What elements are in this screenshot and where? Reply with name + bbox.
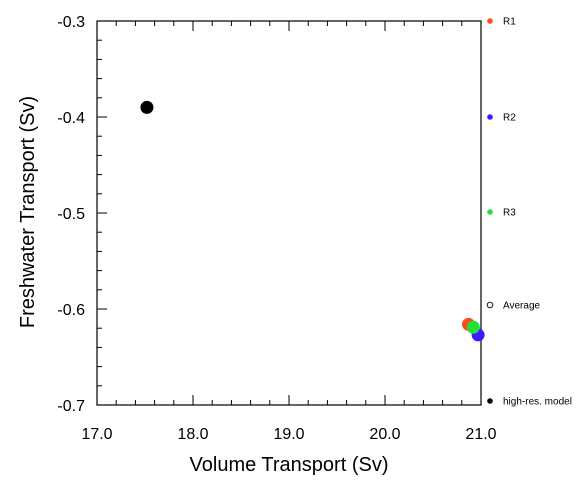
x-tick-label: 17.0 xyxy=(81,426,112,443)
legend-label-r2: R2 xyxy=(503,113,516,124)
y-axis-title: Freshwater Transport (Sv) xyxy=(17,96,39,328)
legend-label-average: Average xyxy=(503,301,541,312)
x-tick-label: 21.0 xyxy=(465,426,496,443)
x-tick-label: 20.0 xyxy=(369,426,400,443)
legend-marker-high-res-model xyxy=(487,398,493,404)
y-tick-label: -0.5 xyxy=(57,206,85,223)
plot-frame xyxy=(96,20,482,406)
x-tick-label: 19.0 xyxy=(273,426,304,443)
x-axis-title: Volume Transport (Sv) xyxy=(190,454,389,476)
y-tick-label: -0.3 xyxy=(57,14,85,31)
data-point-r3 xyxy=(466,320,480,334)
legend-marker-average xyxy=(486,301,494,309)
legend-marker-r1 xyxy=(487,18,493,24)
y-tick-label: -0.7 xyxy=(57,398,85,415)
legend-label-r3: R3 xyxy=(503,208,516,219)
legend: R1 R2 R3 Average high-res. model xyxy=(486,17,572,408)
data-point-high-res-model xyxy=(140,100,154,114)
data-points xyxy=(140,100,485,342)
y-tick-label: -0.6 xyxy=(57,302,85,319)
x-tick-label: 18.0 xyxy=(177,426,208,443)
plot-axes xyxy=(96,20,482,406)
axis-ticks xyxy=(96,20,482,406)
legend-marker-r2 xyxy=(487,114,493,120)
tick-labels: 17.0 18.0 19.0 20.0 21.0 -0.3 -0.4 -0.5 -0.6 -0.7 xyxy=(57,14,496,443)
legend-label-high-res-model: high-res. model xyxy=(503,397,572,408)
legend-label-r1: R1 xyxy=(503,17,516,28)
legend-marker-r3 xyxy=(487,209,493,215)
y-tick-label: -0.4 xyxy=(57,110,85,127)
